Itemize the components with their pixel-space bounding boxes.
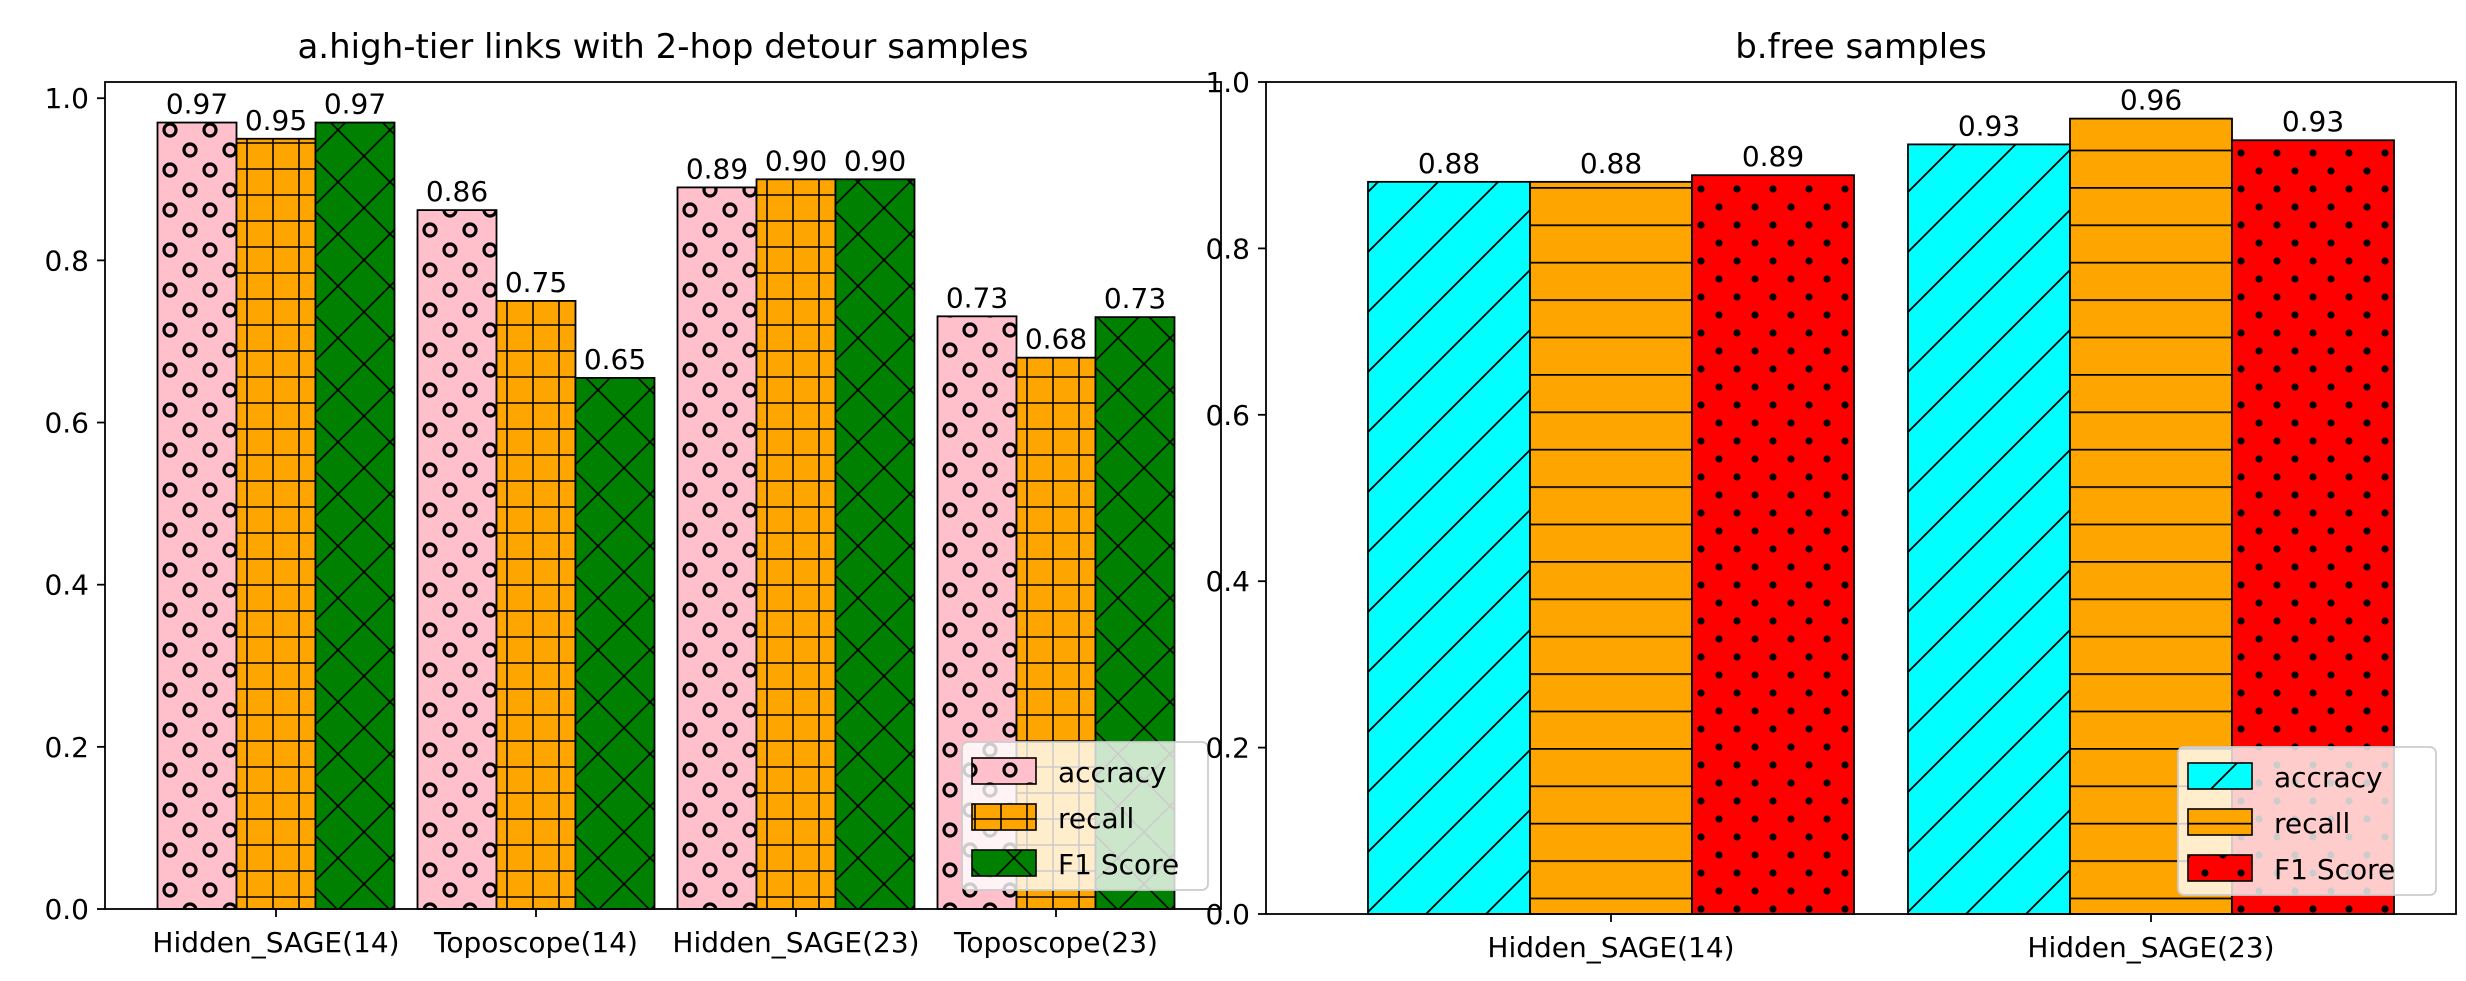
chart-a-bar-hatch-accracy-0 [156, 121, 238, 910]
chart-a-data-label-f1-score-3: 0.73 [1104, 282, 1166, 315]
chart-a-data-label-recall-0: 0.95 [245, 104, 307, 137]
chart-b-title: b.free samples [1735, 27, 1987, 67]
chart-b-data-label-recall-1: 0.96 [2120, 84, 2182, 117]
chart-a-bar-hatch-recall-2 [755, 178, 837, 910]
chart-b-y-tick-label-2: 0.4 [1205, 565, 1250, 598]
chart-b-legend-label-recall: recall [2274, 807, 2350, 840]
chart-b-y-tick-label-3: 0.6 [1205, 399, 1250, 432]
chart-a-bar-hatch-f1-score-0 [314, 121, 396, 910]
chart-b-legend-label-accracy: accracy [2274, 761, 2383, 794]
chart-a-x-tick-label-3: Toposcope(23) [953, 926, 1158, 959]
chart-a-legend-label-recall: recall [1058, 802, 1134, 835]
chart-b-data-label-recall-0: 0.88 [1580, 147, 1642, 180]
chart-b-x-tick-label-0: Hidden_SAGE(14) [1487, 931, 1734, 964]
chart-a-data-label-recall-1: 0.75 [505, 266, 567, 299]
chart-b-bar-hatch-recall-0 [1529, 180, 1693, 915]
chart-b-legend-swatch-hatch-accracy [2187, 762, 2253, 790]
chart-a-x-tick-label-0: Hidden_SAGE(14) [152, 926, 399, 959]
chart-b-plot-frame [1265, 81, 2457, 915]
chart-b-data-label-accracy-1: 0.93 [1958, 109, 2020, 142]
chart-b-data-label-accracy-0: 0.88 [1418, 147, 1480, 180]
chart-a-bar-hatch-f1-score-2 [834, 178, 916, 910]
chart-b: b.free samples 0.88 0.88 0.89 Hidden_SAGE(14… [1205, 27, 2457, 964]
chart-a-legend-label-f1-score: F1 Score [1058, 848, 1179, 881]
chart-a-data-label-f1-score-1: 0.65 [584, 343, 646, 376]
chart-b-legend-label-f1-score: F1 Score [2274, 853, 2395, 886]
chart-a-plot-frame [104, 81, 1222, 910]
chart-a-bar-hatch-recall-0 [235, 137, 317, 910]
chart-a-x-tick-label-2: Hidden_SAGE(23) [672, 926, 919, 959]
chart-b-x-tick-label-1: Hidden_SAGE(23) [2027, 931, 2274, 964]
chart-b-y-tick-label-5: 1.0 [1205, 66, 1250, 99]
chart-a-x-tick-label-1: Toposcope(14) [433, 926, 638, 959]
chart-a-y-tick-label-4: 0.8 [44, 244, 89, 277]
chart-b-y-tick-label-0: 0.0 [1205, 898, 1250, 931]
chart-b-data-label-f1-score-1: 0.93 [2282, 105, 2344, 138]
chart-a-data-label-recall-3: 0.68 [1025, 323, 1087, 356]
chart-a-bar-hatch-accracy-2 [676, 186, 758, 910]
chart-a-data-label-f1-score-0: 0.97 [324, 88, 386, 121]
chart-a-legend-swatch-hatch-accracy [971, 757, 1037, 785]
chart-a-y-tick-label-1: 0.2 [44, 731, 89, 764]
chart-b-legend-swatch-hatch-recall [2187, 808, 2253, 836]
chart-a-legend-label-accracy: accracy [1058, 756, 1167, 789]
chart-b-bar-hatch-accracy-0 [1367, 180, 1531, 915]
chart-b-data-label-f1-score-0: 0.89 [1742, 140, 1804, 173]
chart-a-y-tick-label-2: 0.4 [44, 569, 89, 602]
chart-a-bar-hatch-f1-score-1 [574, 377, 656, 910]
chart-b-y-tick-label-4: 0.8 [1205, 232, 1250, 265]
chart-b-legend-swatch-hatch-f1-score [2187, 854, 2253, 882]
chart-a-y-tick-label-5: 1.0 [44, 82, 89, 115]
chart-a-legend-swatch-hatch-f1-score [971, 849, 1037, 877]
chart-a: a.high-tier links with 2-hop detour samp… [44, 27, 1222, 959]
chart-a-data-label-accracy-3: 0.73 [946, 281, 1008, 314]
chart-b-bar-hatch-accracy-1 [1907, 143, 2071, 915]
chart-a-y-tick-label-3: 0.6 [44, 407, 89, 440]
chart-a-title: a.high-tier links with 2-hop detour samp… [297, 27, 1028, 67]
chart-a-legend-swatch-hatch-recall [971, 803, 1037, 831]
chart-b-bar-hatch-f1-score-0 [1691, 174, 1855, 915]
chart-b-y-tick-label-1: 0.2 [1205, 732, 1250, 765]
chart-a-data-label-accracy-2: 0.89 [686, 152, 748, 185]
chart-a-bar-hatch-accracy-1 [416, 209, 498, 910]
chart-a-y-tick-label-0: 0.0 [44, 893, 89, 926]
chart-a-data-label-recall-2: 0.90 [765, 144, 827, 177]
chart-a-bar-hatch-recall-1 [495, 300, 577, 910]
chart-a-data-label-accracy-0: 0.97 [166, 88, 228, 121]
chart-a-data-label-f1-score-2: 0.90 [844, 144, 906, 177]
chart-a-data-label-accracy-1: 0.86 [426, 175, 488, 208]
